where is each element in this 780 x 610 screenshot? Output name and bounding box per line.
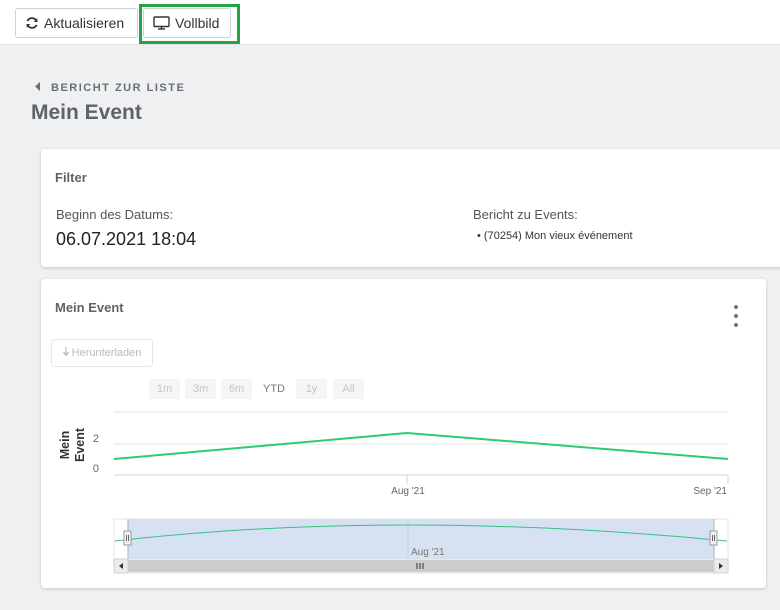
- scrollbar[interactable]: [113, 558, 729, 574]
- chart-card: Mein Event Herunterladen 1m 3m 6m YTD 1y…: [41, 279, 766, 588]
- range-button-ytd[interactable]: YTD: [257, 379, 291, 399]
- event-chart: Mein Event 2 0 Aug '21 Sep '21 Aug '21: [58, 411, 729, 574]
- arrow-left-icon: [119, 563, 123, 569]
- navigator[interactable]: Aug '21: [113, 518, 729, 560]
- toolbar: Aktualisieren Vollbild: [0, 0, 780, 45]
- back-to-list-link[interactable]: BERICHT ZUR LISTE: [35, 82, 185, 94]
- navigator-selection[interactable]: [128, 519, 714, 559]
- navigator-series: [114, 524, 728, 542]
- download-label: Herunterladen: [71, 347, 142, 359]
- scrollbar-grip-icon: [416, 563, 424, 569]
- fullscreen-label: Vollbild: [175, 15, 220, 31]
- start-date-value: 06.07.2021 18:04: [56, 229, 197, 249]
- range-button-1m[interactable]: 1m: [149, 379, 180, 399]
- y-tick-label: 2: [93, 433, 99, 445]
- navigator-handle-left[interactable]: [123, 530, 132, 546]
- navigator-handle-right[interactable]: [709, 530, 718, 546]
- start-date-label: Beginn des Datums:: [56, 207, 174, 222]
- events-list-item: • (70254) Mon vieux événement: [477, 230, 633, 242]
- back-label: BERICHT ZUR LISTE: [51, 82, 186, 94]
- series-line: [113, 431, 729, 460]
- x-tick-label: Aug '21: [391, 486, 425, 497]
- monitor-icon: [153, 16, 170, 30]
- navigator-tick-label: Aug '21: [411, 547, 445, 558]
- y-tick-label: 0: [93, 463, 99, 475]
- download-icon: [62, 347, 69, 359]
- filter-card: Filter Beginn des Datums: 06.07.2021 18:…: [41, 149, 780, 267]
- download-button[interactable]: Herunterladen: [51, 339, 153, 367]
- y-axis-title-line-2: Event: [73, 427, 87, 462]
- refresh-label: Aktualisieren: [44, 15, 125, 31]
- scrollbar-thumb[interactable]: [128, 560, 714, 572]
- more-options-icon[interactable]: [731, 305, 741, 327]
- refresh-icon: [25, 16, 39, 30]
- filter-title: Filter: [55, 170, 87, 185]
- page-title: Mein Event: [31, 101, 142, 124]
- range-button-all[interactable]: All: [333, 379, 364, 399]
- range-button-3m[interactable]: 3m: [185, 379, 216, 399]
- fullscreen-button[interactable]: Vollbild: [143, 8, 231, 38]
- events-label: Bericht zu Events:: [473, 207, 578, 222]
- range-button-1y[interactable]: 1y: [296, 379, 327, 399]
- chart-title: Mein Event: [55, 300, 124, 315]
- x-tick-label: Sep '21: [693, 486, 727, 497]
- caret-left-icon: [35, 82, 41, 94]
- arrow-right-icon: [719, 563, 723, 569]
- refresh-button[interactable]: Aktualisieren: [15, 8, 138, 38]
- y-axis-title-line-1: Mein: [58, 431, 72, 459]
- range-button-6m[interactable]: 6m: [221, 379, 252, 399]
